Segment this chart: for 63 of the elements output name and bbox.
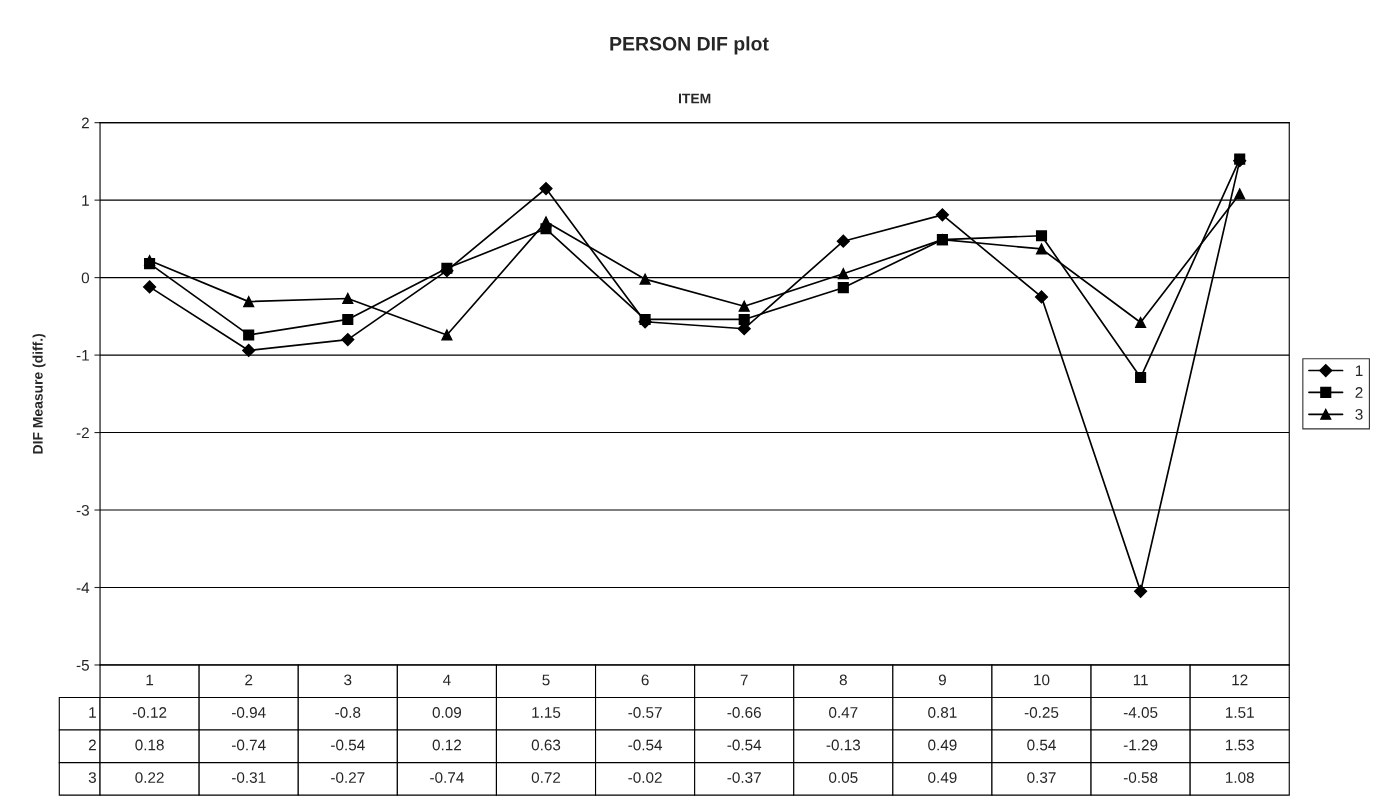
data-label: -0.94 (231, 707, 266, 718)
data-label: 0.18 (135, 739, 164, 751)
data-label: 0.49 (928, 739, 957, 751)
data-label: -4.05 (1123, 707, 1158, 718)
data-label: 1.08 (1226, 772, 1254, 783)
x-tick-label: 4 (443, 674, 451, 686)
data-label: -0.12 (132, 707, 167, 718)
data-label: 0.22 (135, 772, 164, 783)
x-tick-label: 1 (146, 674, 154, 686)
data-label: 0.37 (1027, 772, 1056, 783)
y-tick-label: -1 (76, 350, 89, 361)
x-tick-label: 2 (245, 674, 253, 686)
x-tick-label: 12 (1232, 674, 1248, 686)
data-label: 1.15 (532, 707, 561, 718)
x-tick-label: 10 (1034, 674, 1050, 686)
data-label: -0.25 (1024, 707, 1059, 718)
x-tick-label: 9 (938, 674, 946, 686)
data-label: 1.53 (1226, 739, 1254, 751)
data-label: -0.13 (826, 739, 861, 751)
chart-title: PERSON DIF plot (610, 36, 769, 55)
data-label: -0.54 (331, 739, 365, 751)
x-tick-label: 5 (542, 674, 550, 686)
y-tick-label: 2 (81, 117, 89, 129)
y-axis-title: DIF Measure (diff.) (32, 333, 46, 454)
data-label: 0.05 (829, 772, 858, 783)
y-tick-label: -5 (76, 659, 89, 671)
data-label: -0.02 (628, 772, 662, 783)
x-tick-label: 3 (344, 674, 352, 686)
data-label: -0.8 (335, 707, 361, 718)
data-label: -0.57 (628, 707, 662, 718)
y-tick-label: 1 (82, 195, 89, 206)
legend-label: 3 (1355, 408, 1363, 420)
data-label: -0.74 (231, 739, 266, 751)
data-label: -0.66 (727, 707, 761, 718)
data-label: -0.31 (231, 772, 266, 783)
text: 3 (88, 772, 96, 783)
data-label: -1.29 (1123, 739, 1158, 751)
data-label: -0.54 (727, 739, 762, 751)
x-tick-label: 7 (740, 674, 748, 686)
data-label: 0.12 (432, 739, 461, 751)
data-label: -0.27 (331, 772, 365, 783)
data-label: -0.54 (628, 739, 663, 751)
data-label: 0.54 (1027, 739, 1056, 751)
y-tick-label: -4 (76, 582, 90, 594)
y-tick-label: -2 (76, 427, 89, 439)
data-label: 0.09 (432, 707, 462, 718)
legend-label: 1 (1355, 365, 1363, 376)
x-tick-label: 6 (641, 674, 649, 686)
data-label: 0.47 (829, 707, 858, 718)
x-tick-label: 11 (1133, 674, 1148, 686)
data-label: 0.49 (928, 772, 957, 783)
data-label: -0.58 (1123, 772, 1158, 783)
legend-label: 2 (1355, 387, 1363, 398)
data-label: 1.51 (1226, 707, 1254, 718)
data-label: 0.63 (531, 739, 561, 751)
x-tick-label: 8 (839, 674, 847, 686)
data-label: 0.81 (928, 707, 957, 718)
data-label: -0.37 (727, 772, 761, 783)
data-label: 0.72 (531, 772, 561, 783)
y-tick-label: 0 (81, 272, 90, 284)
x-axis-title: ITEM (678, 93, 711, 104)
data-label: -0.74 (430, 772, 464, 783)
y-tick-label: -3 (76, 504, 89, 516)
